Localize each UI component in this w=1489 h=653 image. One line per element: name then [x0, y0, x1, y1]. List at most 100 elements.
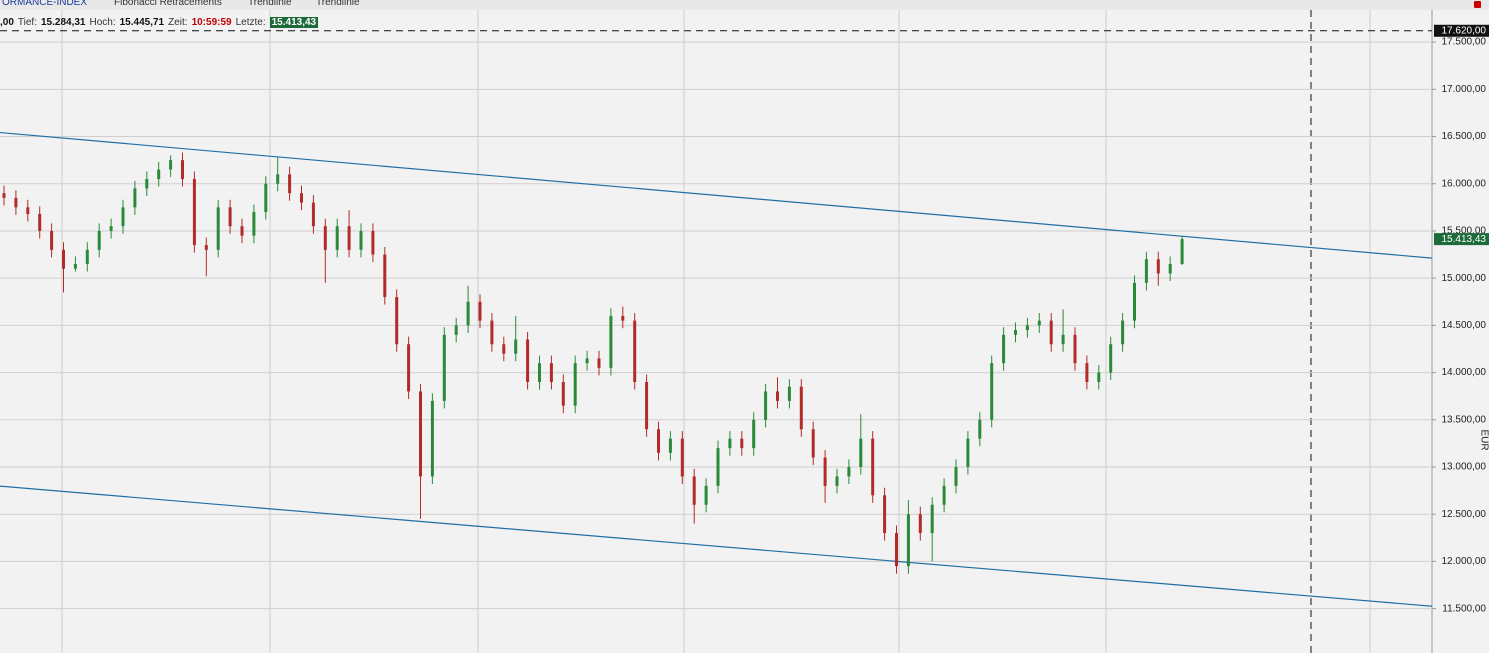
candle-body	[478, 301, 482, 321]
candle-body	[73, 263, 77, 269]
candle-body	[2, 193, 6, 198]
candle-body	[347, 226, 351, 250]
candle-body	[335, 226, 339, 250]
candle-body	[1085, 363, 1089, 383]
candle-body	[645, 382, 649, 430]
candle-body	[181, 160, 184, 180]
candle-body	[14, 197, 18, 208]
y-axis-label: EUR	[1478, 429, 1489, 450]
candle-body	[657, 429, 660, 453]
y-tick-label: 16.000,00	[1442, 178, 1487, 189]
info-prefix: ,00	[0, 16, 14, 28]
candle-body	[1180, 239, 1184, 264]
candle-body	[1133, 282, 1136, 321]
tool[interactable]: Trendlinie	[248, 0, 292, 8]
toolbar: ORMANCE-INDEX Fibonacci Retracements Tre…	[0, 0, 1489, 8]
trendline	[0, 131, 1433, 259]
candle-body	[906, 514, 910, 567]
candle-body	[97, 230, 101, 250]
candle-body	[38, 213, 42, 231]
candle-body	[204, 245, 208, 250]
y-tick-label: 12.500,00	[1442, 509, 1487, 520]
info-key: Tief:	[17, 16, 37, 28]
last-price-bg	[1434, 233, 1489, 246]
lock-icon[interactable]	[1474, 1, 1481, 8]
candle-body	[847, 466, 851, 477]
candle-body	[276, 174, 280, 184]
candle-body	[359, 230, 363, 250]
toolbar-bg	[0, 0, 1489, 10]
candle-body	[740, 438, 744, 449]
candle-body	[502, 344, 506, 354]
candle-body	[954, 466, 958, 486]
candle-body	[1061, 334, 1065, 345]
candle-body	[454, 325, 458, 335]
candle-body	[823, 457, 827, 486]
candle-body	[585, 358, 589, 364]
candle-body	[752, 419, 756, 449]
candle-body	[883, 495, 887, 534]
candle-body	[633, 320, 637, 383]
y-tick-label: 11.500,00	[1442, 603, 1486, 614]
candle-body	[871, 438, 875, 496]
candle-body	[942, 485, 946, 505]
candle-body	[157, 169, 161, 180]
candle-body	[930, 504, 934, 534]
candle-body	[419, 391, 422, 477]
last-price-label: 15.413,43	[1442, 234, 1487, 245]
candle-body	[716, 448, 720, 486]
candle-body	[1168, 263, 1172, 274]
candle-body	[1121, 320, 1125, 345]
candle-body	[704, 485, 708, 505]
candle-body	[490, 320, 494, 345]
candle-body	[1144, 259, 1148, 283]
info-value: 15.413,43	[269, 16, 319, 28]
candle-body	[109, 226, 113, 231]
candle-body	[288, 174, 292, 194]
candle-body	[407, 344, 411, 392]
index-name[interactable]: ORMANCE-INDEX	[2, 0, 88, 8]
candle-body	[371, 230, 375, 255]
y-tick-label: 13.500,00	[1442, 414, 1487, 425]
candle-body	[799, 386, 803, 430]
candle-body	[609, 315, 613, 368]
tool[interactable]: Fibonacci Retracements	[114, 0, 222, 8]
info-bar: ,00 Tief: 15.284,31 Hoch: 15.445,71 Zeit…	[0, 16, 319, 28]
candle-body	[1037, 320, 1041, 326]
candle-body	[526, 339, 530, 383]
candle-body	[1109, 344, 1113, 373]
candle-body	[1014, 330, 1017, 335]
candle-body	[466, 301, 470, 326]
candle-body	[192, 179, 196, 246]
candle-body	[573, 363, 577, 406]
candle-body	[323, 226, 327, 250]
candle-body	[597, 358, 601, 368]
y-tick-label: 14.500,00	[1442, 320, 1487, 331]
candle-body	[430, 400, 434, 477]
tool[interactable]: Trendlinie	[316, 0, 360, 8]
candle-body	[252, 212, 256, 236]
info-value: 15.445,71	[119, 16, 165, 28]
info-value: 15.284,31	[40, 16, 86, 28]
candle-body	[395, 297, 399, 345]
candle-body	[62, 249, 65, 269]
candle-body	[264, 183, 268, 213]
candle-body	[895, 533, 898, 567]
y-tick-label: 14.000,00	[1442, 367, 1487, 378]
candle-body	[692, 476, 696, 505]
candle-body	[1097, 372, 1101, 383]
candle-body	[668, 438, 672, 453]
candle-body	[918, 514, 922, 534]
info-key: Zeit:	[168, 16, 188, 28]
candle-body	[442, 334, 446, 401]
candle-body	[216, 207, 220, 250]
candle-body	[621, 315, 625, 321]
hline-label: 17.620,00	[1442, 25, 1487, 36]
candle-body	[300, 193, 303, 203]
info-value: 10:59:59	[191, 16, 232, 28]
candle-body	[680, 438, 684, 477]
info-key: Letzte:	[235, 16, 266, 28]
y-tick-label: 15.000,00	[1442, 273, 1487, 284]
